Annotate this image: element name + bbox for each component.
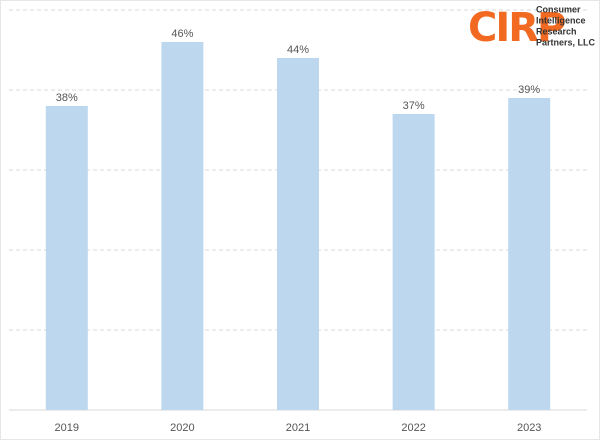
x-tick-label: 2023 [517,422,541,434]
bar [392,114,435,410]
logo-text: Partners, LLC [536,37,596,47]
bar [161,42,204,410]
bar [277,58,319,410]
bar [45,106,88,410]
x-tick-label: 2021 [286,422,310,434]
value-label: 46% [171,28,193,40]
plot: 38% 2019 46% 2020 44% 2021 37% 2022 39% 2023 [9,9,587,434]
value-label: 39% [518,84,540,96]
value-label: 38% [56,92,78,104]
x-tick-label: 2022 [401,422,425,434]
value-label: 44% [287,44,309,56]
x-tick-label: 2020 [170,422,194,434]
logo-text: Consumer [536,4,581,14]
logo-text: Research [536,26,577,36]
bar [508,98,551,410]
value-label: 37% [403,100,425,112]
x-tick-label: 2019 [55,422,79,434]
logo-mark: CIRP [468,5,565,51]
logo-text: Intelligence [536,15,586,25]
